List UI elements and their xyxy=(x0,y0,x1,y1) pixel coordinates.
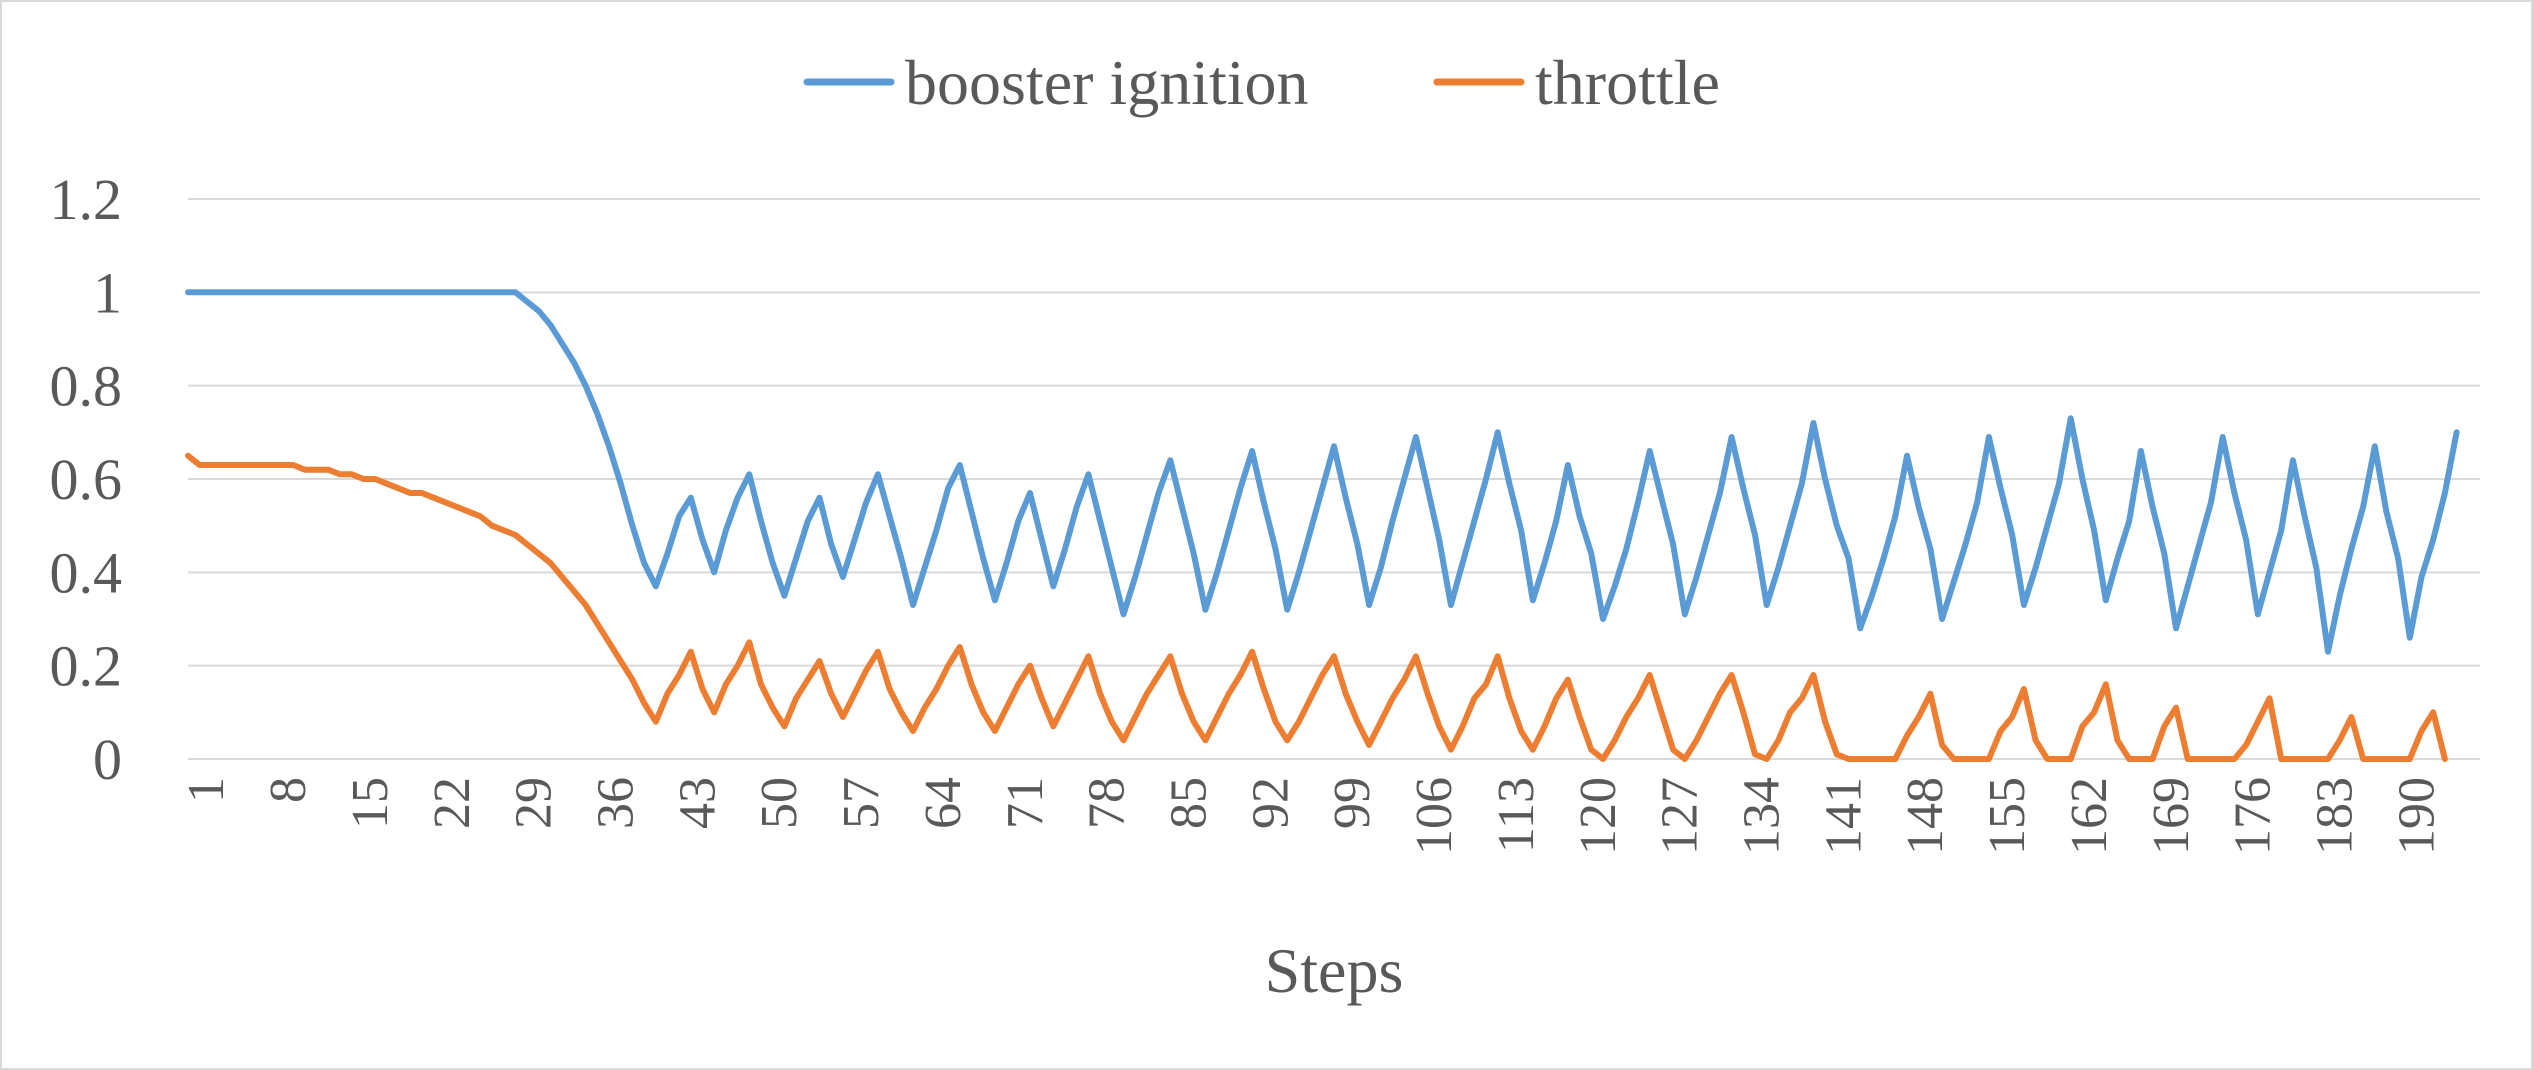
y-tick-label: 0.4 xyxy=(50,540,123,605)
x-tick-label: 29 xyxy=(506,777,563,829)
x-tick-label: 120 xyxy=(1570,777,1627,855)
x-tick-label: 8 xyxy=(260,777,317,803)
x-tick-label: 57 xyxy=(833,777,890,829)
y-tick-label: 0.8 xyxy=(50,354,123,419)
x-tick-label: 155 xyxy=(1979,777,2036,855)
x-tick-label: 71 xyxy=(997,777,1054,829)
y-tick-label: 1 xyxy=(93,260,122,325)
x-tick-label: 92 xyxy=(1242,777,1299,829)
x-tick-label: 64 xyxy=(915,777,972,829)
x-tick-label: 141 xyxy=(1815,777,1872,855)
x-tick-label: 134 xyxy=(1733,777,1790,855)
legend-label: booster ignition xyxy=(905,47,1309,118)
x-tick-label: 85 xyxy=(1160,777,1217,829)
x-tick-label: 78 xyxy=(1079,777,1136,829)
series-line-throttle xyxy=(185,452,2448,762)
x-tick-label: 43 xyxy=(669,777,726,829)
series-lines xyxy=(185,289,2460,762)
x-tick-label: 176 xyxy=(2225,777,2282,855)
y-axis-tick-labels: 0 0.2 0.4 0.6 0.8 1 1.2 xyxy=(50,167,123,792)
x-tick-label: 99 xyxy=(1324,777,1381,829)
gridlines xyxy=(188,198,2480,667)
x-tick-label: 106 xyxy=(1406,777,1463,855)
y-tick-label: 1.2 xyxy=(50,167,123,232)
x-tick-label: 190 xyxy=(2388,777,2445,855)
x-tick-label: 162 xyxy=(2061,777,2118,855)
x-tick-label: 113 xyxy=(1488,777,1545,853)
legend-label: throttle xyxy=(1535,47,1720,118)
x-tick-label: 50 xyxy=(751,777,808,829)
x-axis-tick-labels: 1 8 15 22 29 36 43 50 57 64 71 78 85 92 99 106 113 120 127… xyxy=(178,777,2445,855)
y-tick-label: 0.2 xyxy=(50,634,123,699)
x-tick-label: 148 xyxy=(1897,777,1954,855)
y-tick-label: 0.6 xyxy=(50,447,123,512)
legend: booster ignition throttle xyxy=(803,47,1720,118)
series-line-booster-ignition xyxy=(185,289,2460,655)
x-tick-label: 22 xyxy=(424,777,481,829)
x-tick-label: 183 xyxy=(2306,777,2363,855)
x-tick-label: 15 xyxy=(342,777,399,829)
x-tick-label: 169 xyxy=(2143,777,2200,855)
x-tick-label: 127 xyxy=(1652,777,1709,855)
y-tick-label: 0 xyxy=(93,727,122,792)
x-axis-title: Steps xyxy=(1265,935,1404,1006)
x-tick-label: 1 xyxy=(178,777,235,803)
x-tick-label: 36 xyxy=(587,777,644,829)
